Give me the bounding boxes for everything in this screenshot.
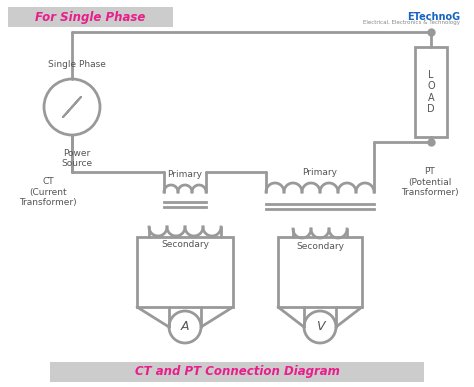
Text: Single Phase: Single Phase [48,60,106,69]
Text: Power
Source: Power Source [62,149,92,168]
Text: For Single Phase: For Single Phase [35,10,145,24]
Text: PT
(Potential
Transformer): PT (Potential Transformer) [401,167,459,197]
FancyBboxPatch shape [8,7,173,27]
Text: V: V [316,320,324,334]
Text: A: A [181,320,189,334]
Text: ETechnoG: ETechnoG [407,12,460,22]
Text: Secondary: Secondary [161,240,209,249]
Text: Primary: Primary [167,170,202,179]
Text: Secondary: Secondary [296,242,344,251]
Text: L
O
A
D: L O A D [427,70,435,115]
FancyBboxPatch shape [50,362,424,382]
Text: CT
(Current
Transformer): CT (Current Transformer) [19,177,77,207]
Text: CT and PT Connection Diagram: CT and PT Connection Diagram [135,365,339,378]
Text: Primary: Primary [302,168,337,177]
Text: Electrical, Electronics & Technology: Electrical, Electronics & Technology [363,20,460,25]
